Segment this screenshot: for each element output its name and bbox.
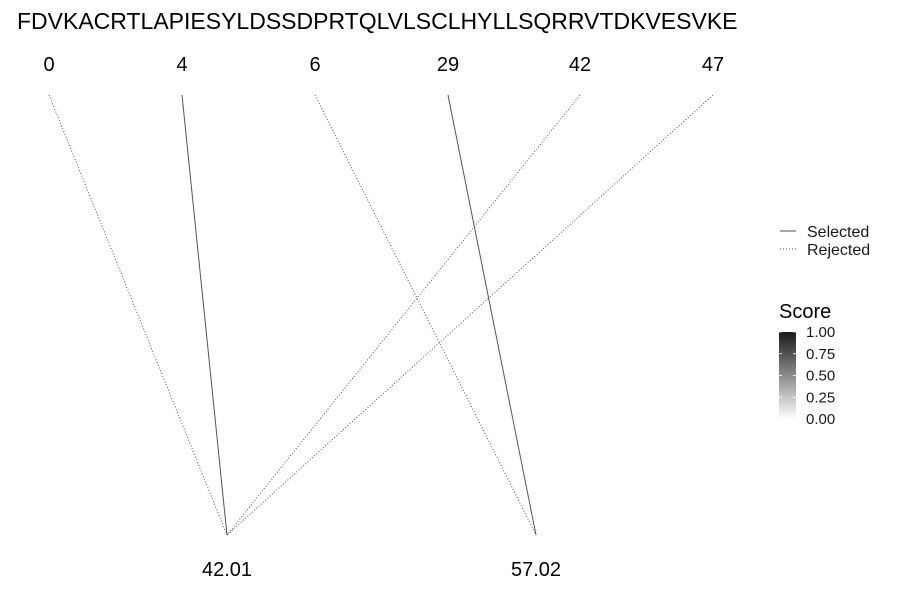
legend-rejected-label: Rejected <box>807 242 870 259</box>
score-colorbar <box>779 332 796 419</box>
top-node-label: 29 <box>437 54 459 76</box>
links-layer <box>48 94 714 536</box>
legend-selected-label: Selected <box>807 224 869 241</box>
link-line-6-to-57-02 <box>314 94 537 536</box>
link-line-0-to-42-01 <box>48 94 228 536</box>
score-tick-label: 0.50 <box>806 368 835 385</box>
score-tick-label: 0.75 <box>806 346 835 363</box>
score-tick-label: 0.25 <box>806 389 835 406</box>
link-line-42-to-42-01 <box>226 94 581 536</box>
top-node-labels: 0 4 6 29 42 47 <box>43 54 724 76</box>
bottom-node-labels: 42.01 57.02 <box>202 559 561 581</box>
bottom-node-label: 57.02 <box>511 559 561 581</box>
score-legend: Score 1.00 0.75 0.50 0.25 0.00 <box>779 301 835 428</box>
bottom-node-label: 42.01 <box>202 559 252 581</box>
linetype-legend: Selected Rejected <box>780 224 870 259</box>
score-legend-title: Score <box>779 301 831 323</box>
link-line-47-to-42-01 <box>226 94 714 536</box>
score-ticks: 1.00 0.75 0.50 0.25 0.00 <box>779 324 835 428</box>
top-node-label: 42 <box>569 54 591 76</box>
score-tick-label: 0.00 <box>806 411 835 428</box>
link-line-4-to-42-01 <box>181 94 228 536</box>
score-tick-label: 1.00 <box>806 324 835 341</box>
top-node-label: 6 <box>309 54 320 76</box>
top-node-label: 47 <box>702 54 724 76</box>
sequence-text: FDVKACRTLAPIESYLDSSDPRTQLVLSCLHYLLSQRRVT… <box>17 8 738 34</box>
top-node-label: 0 <box>43 54 54 76</box>
link-line-29-to-57-02 <box>447 94 537 536</box>
top-node-label: 4 <box>176 54 187 76</box>
